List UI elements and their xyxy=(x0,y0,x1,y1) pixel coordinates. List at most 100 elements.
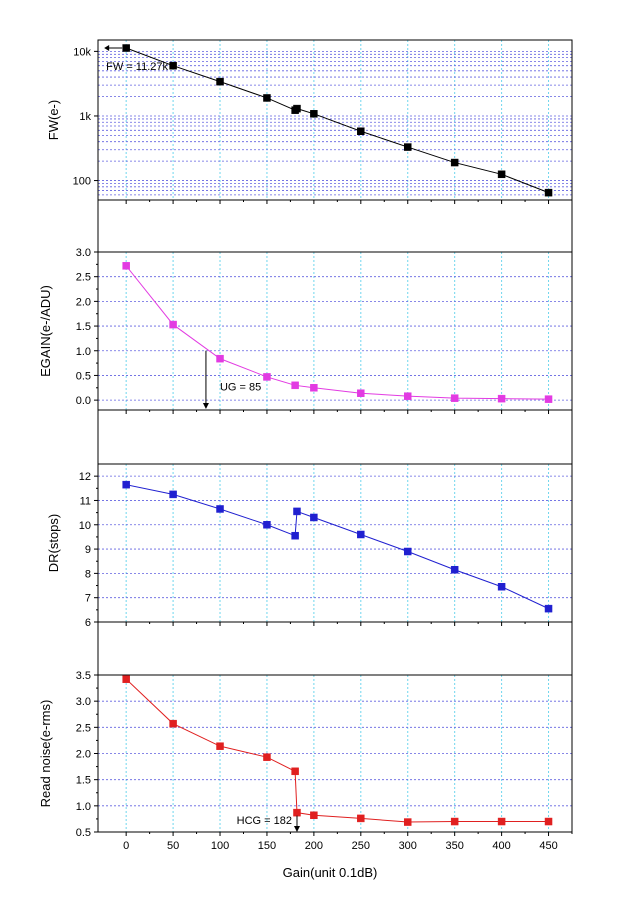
data-point xyxy=(450,158,459,167)
data-point xyxy=(169,320,177,329)
data-point xyxy=(450,394,459,402)
x-tick-label: 100 xyxy=(211,840,229,852)
y-tick-label: 3.0 xyxy=(76,247,91,259)
y-tick-label: 3.5 xyxy=(76,670,91,682)
y-axis-label: DR(stops) xyxy=(46,514,61,573)
data-point xyxy=(216,77,224,86)
plot-frame xyxy=(97,39,573,201)
data-point xyxy=(122,262,130,270)
x-axis-label: Gain(unit 0.1dB) xyxy=(283,865,378,880)
x-tick-label: 300 xyxy=(399,840,417,852)
y-tick-label: 0.5 xyxy=(76,370,91,382)
data-point xyxy=(216,505,224,513)
y-tick-label: 9 xyxy=(85,544,91,556)
y-tick-label: 2.5 xyxy=(76,272,91,284)
y-tick-label: 1k xyxy=(79,111,91,123)
x-tick-label: 450 xyxy=(539,840,557,852)
data-point xyxy=(497,394,506,403)
y-tick-label: 1.5 xyxy=(76,321,91,333)
data-point xyxy=(310,513,318,522)
plot-panel-1: 100 1k 10k FW(e-) FW = 11.27k xyxy=(46,39,573,204)
data-point xyxy=(122,480,130,489)
y-axis-label: Read noise(e-rms) xyxy=(38,700,53,808)
plot-panel-2: 0.0 0.5 1.0 1.5 2.0 2.5 3.0 EGAIN(e-/ADU) UG = 8… xyxy=(38,247,573,414)
data-point xyxy=(497,817,506,826)
data-point xyxy=(497,583,506,591)
data-point xyxy=(263,521,271,529)
series-line xyxy=(126,484,549,610)
data-point xyxy=(450,817,459,826)
data-point xyxy=(263,94,271,102)
x-tick-label: 250 xyxy=(352,840,370,852)
data-point xyxy=(216,742,224,750)
plot-panel-4: 0.5 1.0 1.5 2.0 2.5 3.0 3.5 0 50 100 150 200 250 300 3… xyxy=(38,670,573,852)
x-tick-label: 0 xyxy=(123,840,129,852)
data-point xyxy=(357,389,365,397)
data-point xyxy=(263,373,271,381)
data-point xyxy=(291,531,299,540)
y-tick-label: 7 xyxy=(85,593,91,605)
annotation-label: UG = 85 xyxy=(220,381,261,393)
data-point xyxy=(403,818,412,826)
data-point xyxy=(122,675,130,683)
data-point xyxy=(263,753,271,761)
data-point xyxy=(293,104,301,113)
x-tick-label: 350 xyxy=(445,840,463,852)
data-point xyxy=(403,392,412,400)
annotation-label: HCG = 182 xyxy=(237,815,292,827)
y-tick-label: 2.5 xyxy=(76,722,91,734)
data-point xyxy=(122,44,130,52)
annotation-label: FW = 11.27k xyxy=(106,61,168,73)
y-tick-label: 2.0 xyxy=(76,749,91,761)
x-tick-label: 400 xyxy=(492,840,510,852)
y-tick-label: 0.5 xyxy=(76,827,91,839)
data-point xyxy=(544,817,553,826)
plot-frame xyxy=(97,463,573,623)
annotation-arrow-head xyxy=(104,45,110,52)
x-tick-label: 50 xyxy=(167,840,179,852)
y-tick-label: 10k xyxy=(73,46,91,58)
annotation-arrow-head xyxy=(293,826,300,832)
y-tick-label: 1.0 xyxy=(76,346,91,358)
y-axis-label: EGAIN(e-/ADU) xyxy=(38,285,53,377)
data-point xyxy=(544,604,553,613)
data-point xyxy=(357,127,365,135)
data-point xyxy=(169,719,177,728)
x-tick-label: 200 xyxy=(305,840,323,852)
y-tick-label: 10 xyxy=(79,520,91,532)
series-line xyxy=(125,678,549,823)
data-point xyxy=(310,811,318,820)
plot-panel-3: 6 7 8 9 10 11 12 DR(stops) xyxy=(46,463,573,629)
data-point xyxy=(544,188,553,197)
y-tick-label: 6 xyxy=(85,617,91,629)
y-tick-label: 8 xyxy=(85,568,91,580)
data-point xyxy=(544,395,553,403)
data-point xyxy=(293,507,301,516)
data-point xyxy=(293,808,301,817)
y-tick-label: 1.0 xyxy=(76,801,91,813)
y-tick-label: 0.0 xyxy=(76,395,91,407)
y-axis-label: FW(e-) xyxy=(46,100,61,140)
x-tick-label: 150 xyxy=(258,840,276,852)
data-point xyxy=(403,547,412,556)
data-point xyxy=(310,110,318,118)
data-point xyxy=(357,530,365,539)
y-tick-label: 12 xyxy=(79,471,91,483)
y-tick-label: 100 xyxy=(73,176,91,188)
y-tick-label: 11 xyxy=(80,495,91,507)
data-point xyxy=(291,381,299,390)
annotation-arrow-head xyxy=(202,403,209,409)
series-line xyxy=(125,47,549,194)
data-point xyxy=(310,384,318,392)
y-tick-label: 2.0 xyxy=(76,296,91,308)
data-point xyxy=(357,814,365,823)
y-tick-label: 3.0 xyxy=(76,696,91,708)
data-point xyxy=(216,354,224,363)
data-point xyxy=(497,170,506,179)
data-point xyxy=(450,565,459,574)
y-tick-label: 1.5 xyxy=(76,775,91,787)
data-point xyxy=(169,61,177,70)
